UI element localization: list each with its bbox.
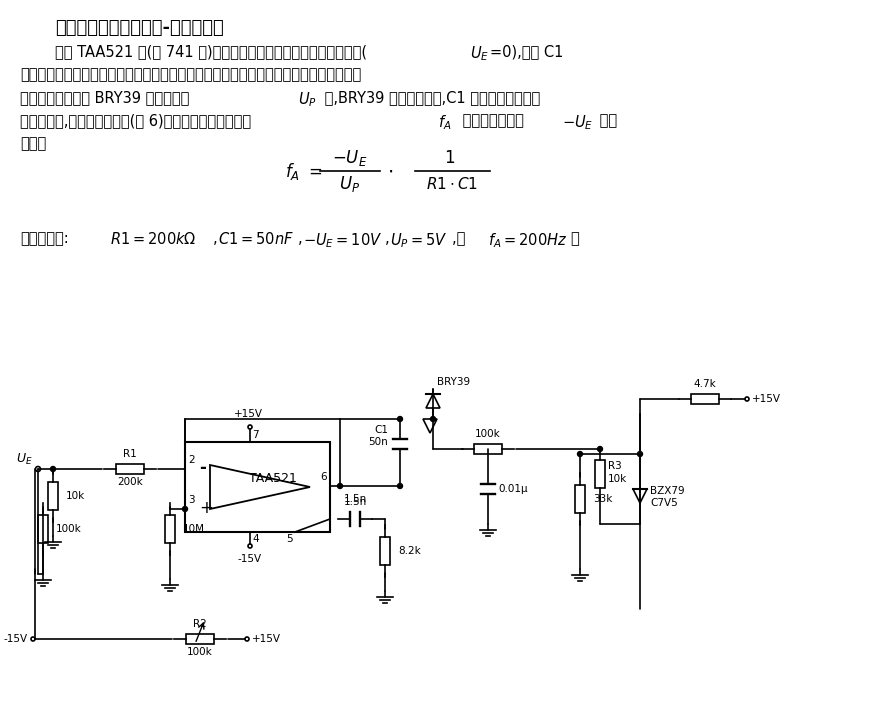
Text: 100k: 100k [187,647,213,657]
Text: 1.5n: 1.5n [343,497,366,507]
Bar [116,464,144,474]
Text: -15V: -15V [238,554,262,564]
Text: $U_P$: $U_P$ [339,174,361,194]
Text: $R1 \cdot C1$: $R1 \cdot C1$ [426,176,478,192]
Circle shape [183,506,188,511]
Circle shape [598,446,602,451]
Text: $1$: $1$ [445,149,455,167]
Text: BRY39: BRY39 [437,377,470,387]
Text: 50n: 50n [368,437,388,447]
Bar [595,460,605,488]
Text: 本电路参数:: 本电路参数: [20,231,69,246]
Text: -: - [199,459,206,477]
Text: 2: 2 [188,455,195,465]
Text: -15V: -15V [3,634,28,644]
Text: 未充电。当有对地为负的信号加入时流过负载电流则正比于输入电压。一旦电容上电压达: 未充电。当有对地为负的信号加入时流过负载电流则正比于输入电压。一旦电容上电压达 [20,67,361,82]
Text: 6: 6 [321,472,327,482]
Text: C1: C1 [374,425,388,435]
Bar [380,537,390,565]
Text: 33k: 33k [593,494,613,504]
Bar [691,394,719,404]
Text: TAA521: TAA521 [248,473,296,486]
Text: 1.5n: 1.5n [343,494,366,504]
Text: ,: , [385,231,390,246]
Text: ,: , [213,231,218,246]
Circle shape [398,483,403,488]
Text: ,: , [298,231,302,246]
Text: C7V5: C7V5 [650,498,677,508]
Circle shape [51,466,56,471]
Text: 200k: 200k [117,477,142,487]
Circle shape [337,483,343,488]
Bar [38,515,48,543]
Text: $f_A=200Hz$: $f_A=200Hz$ [488,231,567,250]
Text: =0),电容 C1: =0),电容 C1 [490,44,564,59]
Text: 10M: 10M [183,524,205,534]
Text: $-U_E$: $-U_E$ [332,148,368,168]
Text: ,故: ,故 [452,231,470,246]
Text: $-U_E=10V$: $-U_E=10V$ [303,231,382,250]
Text: 100k: 100k [475,429,501,439]
Text: $f_A$: $f_A$ [438,113,452,131]
Text: 4.7k: 4.7k [694,379,717,389]
Text: 0.01μ: 0.01μ [498,484,528,494]
Bar [48,482,58,510]
Text: 始终与输入电压: 始终与输入电压 [458,113,524,128]
Text: 5: 5 [287,534,293,544]
Text: $=$: $=$ [305,162,323,180]
Bar [575,485,585,513]
Bar [186,634,214,644]
Text: 10k: 10k [66,491,86,501]
Text: +15V: +15V [233,409,262,419]
Text: $U_P$: $U_P$ [298,90,317,109]
Bar [165,515,175,543]
Circle shape [637,451,642,456]
Circle shape [431,416,435,421]
Text: 7: 7 [252,430,259,440]
Text: 期重复进行,在放大器输出端(脚 6)产生的锯齿波电压频率: 期重复进行,在放大器输出端(脚 6)产生的锯齿波电压频率 [20,113,256,128]
Text: $-U_E$: $-U_E$ [562,113,593,131]
Text: 采用运算放大器的电压-频率变换器: 采用运算放大器的电压-频率变换器 [55,19,224,37]
Text: 时,BRY39 即被触发导通,C1 放电。这个过程周: 时,BRY39 即被触发导通,C1 放电。这个过程周 [320,90,540,105]
Text: 3: 3 [188,495,195,505]
Text: R2: R2 [193,619,207,629]
Text: 到程控单结晶体管 BRY39 的转折电压: 到程控单结晶体管 BRY39 的转折电压 [20,90,194,105]
Text: $\cdot$: $\cdot$ [387,161,393,181]
Text: R3: R3 [608,461,621,471]
Text: 性关系: 性关系 [20,136,46,151]
Text: 100k: 100k [56,524,82,534]
Text: +: + [199,499,213,517]
Text: 成线: 成线 [595,113,617,128]
Text: 10k: 10k [608,474,628,484]
Text: $R1=200k\Omega$: $R1=200k\Omega$ [110,231,197,247]
Circle shape [398,416,403,421]
Text: $U_E$: $U_E$ [470,44,489,63]
Text: 采用 TAA521 型(或 741 型)运算放大器作积分器。当无输入信号时(: 采用 TAA521 型(或 741 型)运算放大器作积分器。当无输入信号时( [55,44,367,59]
Text: $C1=50nF$: $C1=50nF$ [218,231,294,247]
Text: 。: 。 [570,231,579,246]
Bar [185,442,330,532]
Text: 8.2k: 8.2k [398,546,420,556]
Text: 4: 4 [252,534,259,544]
Text: +15V: +15V [252,634,281,644]
Bar [474,444,502,454]
Text: $U_E$: $U_E$ [17,451,33,466]
Circle shape [578,451,582,456]
Text: +15V: +15V [752,394,781,404]
Text: R1: R1 [123,449,137,459]
Text: $f_A$: $f_A$ [285,161,300,181]
Text: BZX79: BZX79 [650,486,684,496]
Text: $U_P=5V$: $U_P=5V$ [390,231,447,250]
